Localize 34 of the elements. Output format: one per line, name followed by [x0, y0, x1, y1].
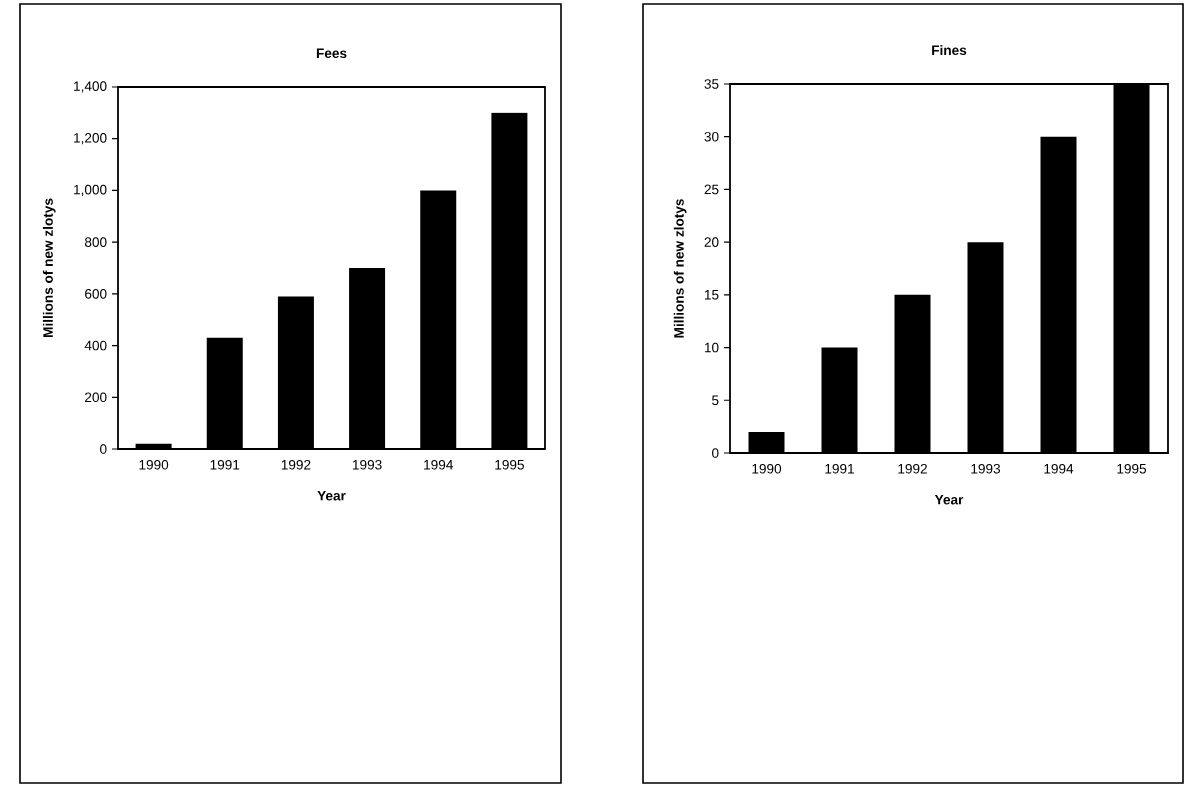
y-tick-label: 400 [84, 340, 107, 351]
y-tick-label: 1,400 [74, 81, 107, 93]
x-tick-label: 1994 [1044, 463, 1074, 474]
x-tick-label: 1991 [825, 463, 854, 474]
y-axis-title: Millions of new zlotys [42, 198, 56, 337]
y-tick-label: 10 [704, 342, 719, 353]
x-tick-label: 1993 [352, 459, 382, 470]
y-tick-label: 200 [85, 392, 107, 403]
x-tick-label: 1990 [752, 463, 782, 474]
y-tick-label: 800 [84, 237, 107, 247]
y-tick-label: 20 [704, 237, 719, 247]
y-tick-label: 35 [704, 79, 719, 89]
y-axis-title: Millions of new zlotys [673, 199, 687, 338]
x-tick-label: 1993 [971, 463, 1001, 474]
y-tick-label: 0 [100, 444, 107, 454]
x-tick-label: 1991 [210, 459, 240, 470]
y-tick-label: 5 [712, 395, 719, 406]
x-tick-label: 1995 [495, 459, 524, 470]
x-axis-title: Year [934, 494, 964, 505]
chart-title: Fees [316, 48, 347, 59]
chart-title: Fines [932, 45, 967, 56]
y-tick-label: 25 [704, 184, 719, 195]
y-tick-label: 600 [85, 289, 107, 299]
x-tick-label: 1995 [1117, 463, 1147, 474]
x-tick-label: 1992 [281, 459, 311, 470]
x-tick-label: 1992 [898, 463, 927, 474]
x-tick-label: 1994 [424, 459, 453, 470]
y-tick-label: 1,000 [74, 184, 107, 197]
y-tick-label: 30 [704, 131, 719, 142]
x-axis-title: Year [317, 490, 346, 501]
y-tick-label: 0 [712, 448, 719, 458]
y-tick-label: 1,200 [74, 133, 107, 145]
x-tick-label: 1990 [139, 459, 169, 470]
y-tick-label: 15 [704, 290, 719, 300]
